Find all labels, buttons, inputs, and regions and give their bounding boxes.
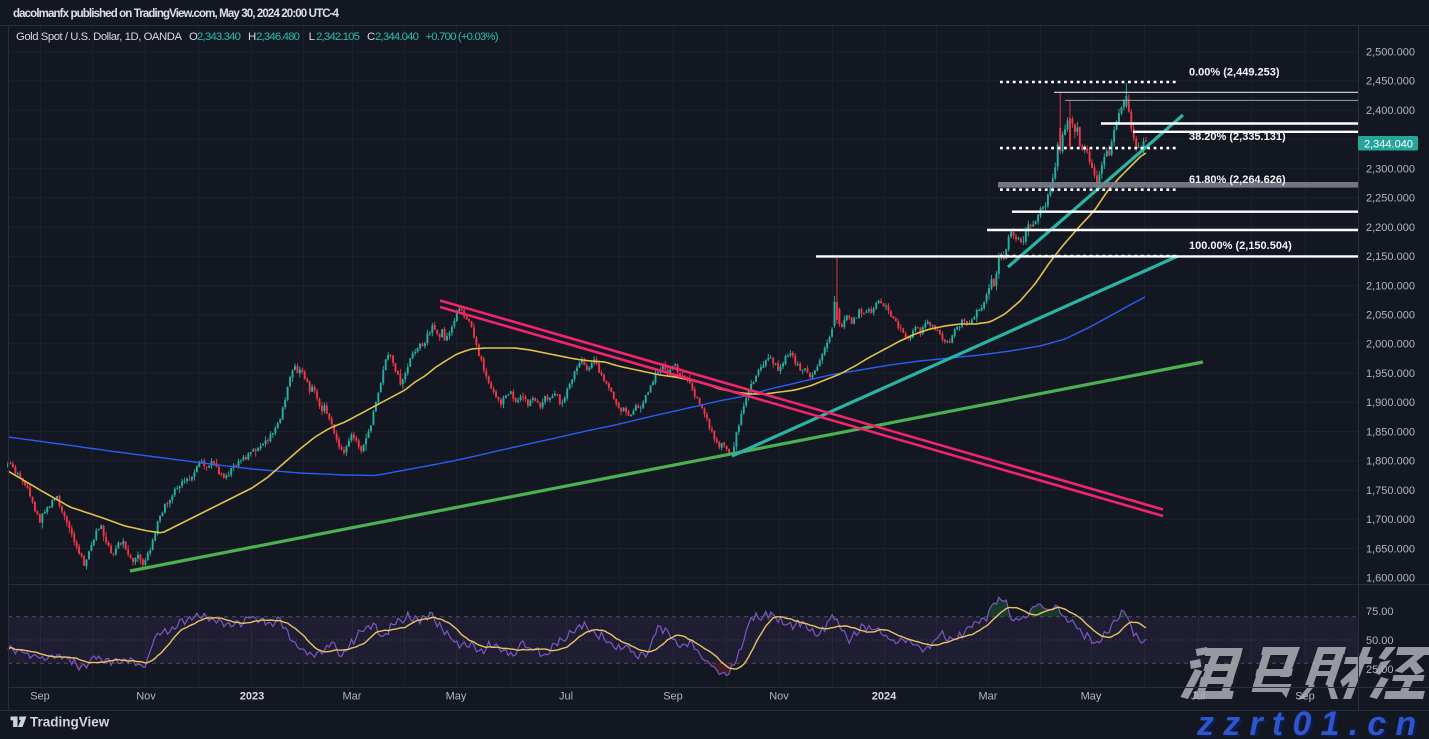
svg-text:0.00% (2,449.253): 0.00% (2,449.253) — [1189, 67, 1280, 79]
svg-text:1,750.000: 1,750.000 — [1366, 485, 1415, 497]
svg-text:2,200.000: 2,200.000 — [1366, 222, 1415, 234]
svg-text:2,450.000: 2,450.000 — [1366, 76, 1415, 88]
svg-text:2,344.040: 2,344.040 — [1364, 138, 1413, 150]
svg-text:1,700.000: 1,700.000 — [1366, 514, 1415, 526]
svg-text:TradingView: TradingView — [30, 715, 110, 730]
svg-text:C: C — [367, 31, 375, 43]
svg-text:Nov: Nov — [136, 691, 156, 703]
svg-text:61.80% (2,264.626): 61.80% (2,264.626) — [1189, 174, 1286, 186]
svg-text:May: May — [1081, 691, 1102, 703]
svg-text:Mar: Mar — [343, 691, 362, 703]
svg-text:Sep: Sep — [30, 691, 50, 703]
svg-text:75.00: 75.00 — [1366, 606, 1394, 618]
svg-text:2,500.000: 2,500.000 — [1366, 47, 1415, 59]
svg-text:dacolmanfx published on Tradin: dacolmanfx published on TradingView.com,… — [13, 8, 340, 20]
svg-text:1,800.000: 1,800.000 — [1366, 456, 1415, 468]
svg-text:H: H — [248, 31, 256, 43]
svg-text:Sep: Sep — [663, 691, 683, 703]
svg-text:2,050.000: 2,050.000 — [1366, 310, 1415, 322]
svg-text:Gold Spot / U.S. Dollar, 1D, O: Gold Spot / U.S. Dollar, 1D, OANDA — [16, 31, 182, 43]
svg-text:1,650.000: 1,650.000 — [1366, 543, 1415, 555]
svg-text:1,600.000: 1,600.000 — [1366, 573, 1415, 585]
svg-text:2,343.340: 2,343.340 — [197, 31, 241, 43]
svg-text:2024: 2024 — [872, 691, 897, 703]
svg-text:+0.700 (+0.03%): +0.700 (+0.03%) — [426, 31, 499, 43]
svg-text:Jul: Jul — [559, 691, 573, 703]
svg-text:2,250.000: 2,250.000 — [1366, 193, 1415, 205]
svg-text:2,300.000: 2,300.000 — [1366, 163, 1415, 175]
svg-text:L: L — [309, 31, 315, 43]
svg-text:May: May — [446, 691, 467, 703]
svg-text:2,346.480: 2,346.480 — [256, 31, 300, 43]
svg-text:100.00% (2,150.504): 100.00% (2,150.504) — [1189, 240, 1292, 252]
svg-text:2,000.000: 2,000.000 — [1366, 339, 1415, 351]
svg-text:O: O — [189, 31, 198, 43]
svg-text:1,850.000: 1,850.000 — [1366, 426, 1415, 438]
svg-text:Jul: Jul — [1191, 691, 1205, 703]
svg-text:2023: 2023 — [240, 691, 264, 703]
svg-text:Mar: Mar — [979, 691, 998, 703]
svg-text:38.20% (2,335.131): 38.20% (2,335.131) — [1189, 131, 1286, 143]
svg-text:Sep: Sep — [1295, 691, 1315, 703]
svg-text:Nov: Nov — [769, 691, 789, 703]
svg-text:50.00: 50.00 — [1366, 635, 1394, 647]
svg-text:2,400.000: 2,400.000 — [1366, 105, 1415, 117]
svg-text:2,342.105: 2,342.105 — [316, 31, 360, 43]
svg-text:2,344.040: 2,344.040 — [375, 31, 419, 43]
svg-text:2,100.000: 2,100.000 — [1366, 280, 1415, 292]
svg-text:1,950.000: 1,950.000 — [1366, 368, 1415, 380]
svg-text:1,900.000: 1,900.000 — [1366, 397, 1415, 409]
svg-text:zzrt01.cn: zzrt01.cn — [1199, 707, 1428, 739]
svg-text:2,150.000: 2,150.000 — [1366, 251, 1415, 263]
svg-text:25.00: 25.00 — [1366, 664, 1394, 676]
